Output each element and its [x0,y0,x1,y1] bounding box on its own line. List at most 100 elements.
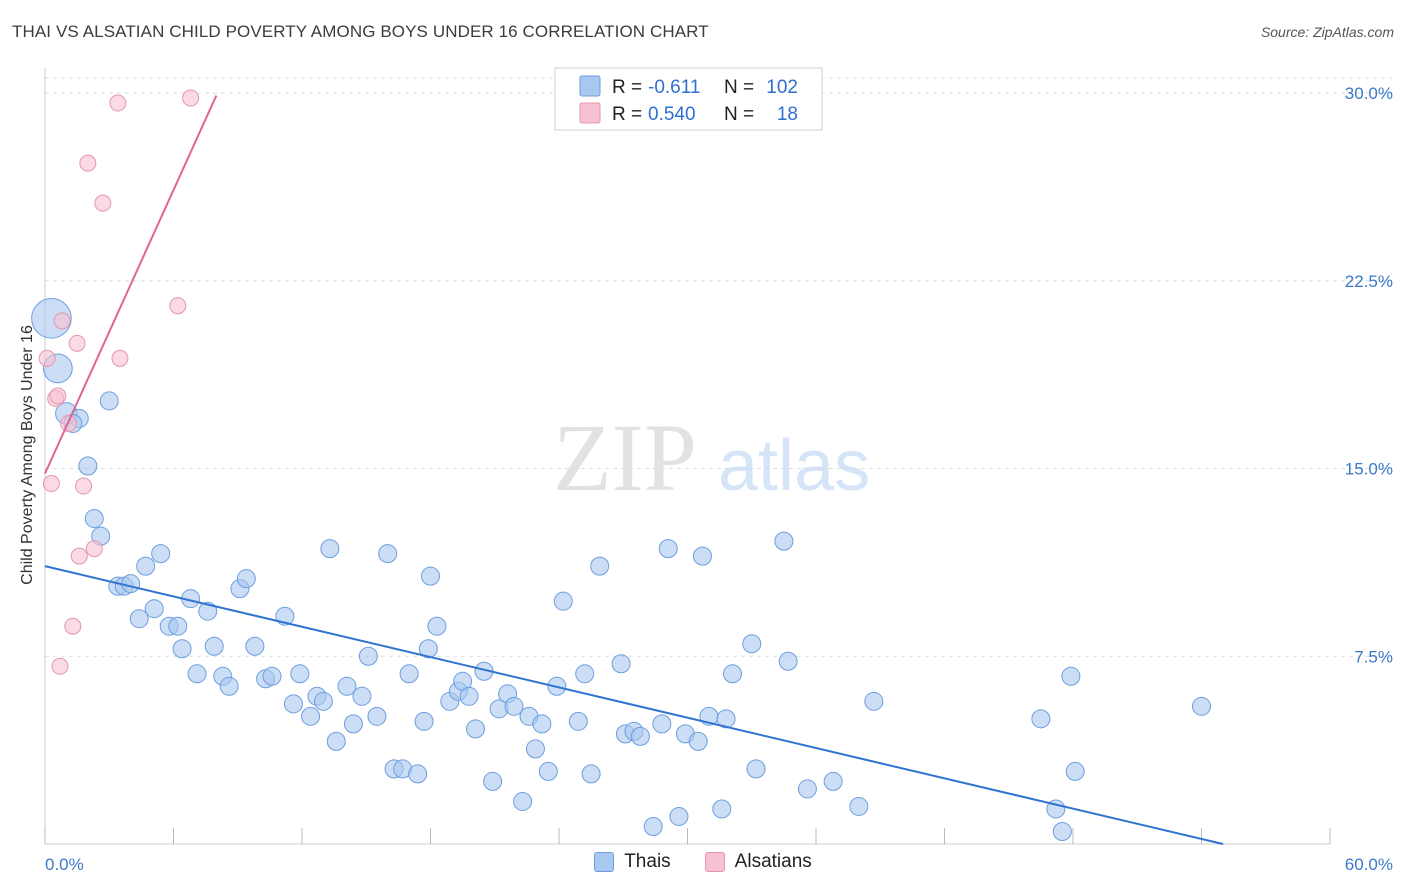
thais-point [313,691,333,711]
alsatians-point [64,617,82,635]
thais-point [538,761,558,781]
thais-trend-line [44,565,1224,845]
thais-point [712,799,732,819]
thais-point [427,616,447,636]
thais-point [399,664,419,684]
bottom-legend-thais: Thais [594,851,671,873]
legend-r-label-thais: R = [612,77,642,98]
thais-point [129,609,149,629]
thais-point [1065,761,1085,781]
thais-point [99,391,119,411]
thais-point [778,651,798,671]
thais-point [151,544,171,564]
watermark-zip: ZIP [553,404,697,511]
thais-point [797,779,817,799]
alsatians-point [53,312,71,330]
legend-swatch-thais [579,75,601,97]
thais-point [172,639,192,659]
thais-point [823,771,843,791]
thais-point [1031,709,1051,729]
thais-point [1061,666,1081,686]
thais-point [483,771,503,791]
alsatians-point [68,334,86,352]
thais-point [1192,696,1211,716]
thais-point [290,664,310,684]
thais-point [630,726,650,746]
legend-n-label-alsatians: N = [724,104,754,125]
alsatians-point [49,387,67,405]
thais-point [320,539,340,559]
thais-point [421,566,440,586]
alsatians-point [85,540,103,558]
alsatians-point [94,194,112,212]
y-tick-label: 7.5% [1354,647,1393,666]
x-tick-label-max: 60.0% [1345,855,1393,874]
x-ticks [44,828,1331,844]
thais-point [262,666,282,686]
thais-point [575,664,595,684]
thais-point [1052,821,1072,841]
thais-point [245,636,265,656]
alsatians-point [182,89,200,107]
thais-point [652,714,672,734]
bottom-legend-alsatians: Alsatians [704,851,812,873]
legend-r-label-alsatians: R = [612,104,642,125]
bottom-legend-label-thais: Thais [624,851,671,872]
thais-point [301,706,321,726]
thais-point [849,796,869,816]
thais-point [581,764,601,784]
thais-point [643,816,663,836]
alsatians-point [111,349,129,367]
alsatians-point [109,94,127,112]
y-tick-labels: 7.5% 15.0% 22.5% 30.0% [1345,84,1393,666]
thais-point [459,686,479,706]
trend-lines [44,95,1224,845]
thais-point [378,544,398,564]
x-tick-labels: 0.0% 60.0% [45,855,1393,874]
thais-point [414,711,434,731]
bottom-legend-swatch-alsatians [704,852,725,872]
alsatians-point [75,477,93,495]
thais-point [658,539,678,559]
thais-point [358,646,378,666]
bottom-legend-swatch-thais [594,852,615,872]
thais-point [418,639,438,659]
alsatians-point [38,349,56,367]
thais-point [504,696,524,716]
legend-n-value-alsatians: 18 [777,104,798,125]
legend-swatch-alsatians [579,102,601,124]
legend-n-value-thais: 102 [766,77,798,98]
thais-point [553,591,573,611]
thais-point [746,759,766,779]
thais-point [568,711,588,731]
thais-point [198,601,218,621]
thais-point [669,806,689,826]
watermark-atlas: atlas [718,426,870,506]
thais-point [774,531,794,551]
thais-point [84,509,104,529]
thais-point [692,546,712,566]
thais-point [742,634,762,654]
source-label: Source: ZipAtlas.com [1260,24,1394,40]
thais-point [367,706,387,726]
thais-point [204,636,224,656]
y-tick-label: 15.0% [1345,460,1393,479]
thais-point [864,691,884,711]
thais-point [352,686,372,706]
thais-point [408,764,428,784]
thais-point [513,791,533,811]
thais-point [532,714,552,734]
bottom-legend-label-alsatians: Alsatians [734,851,812,872]
chart-title: THAI VS ALSATIAN CHILD POVERTY AMONG BOY… [12,22,709,41]
thais-point [78,456,98,476]
legend-r-value-thais: -0.611 [648,77,700,98]
y-tick-label: 22.5% [1345,272,1393,291]
thais-point [283,694,303,714]
thais-point [590,556,610,576]
thais-point [187,664,207,684]
thais-point [525,739,545,759]
thais-point [465,719,485,739]
thais-point [688,731,708,751]
watermark: ZIP atlas [553,404,870,511]
thais-point [168,616,188,636]
